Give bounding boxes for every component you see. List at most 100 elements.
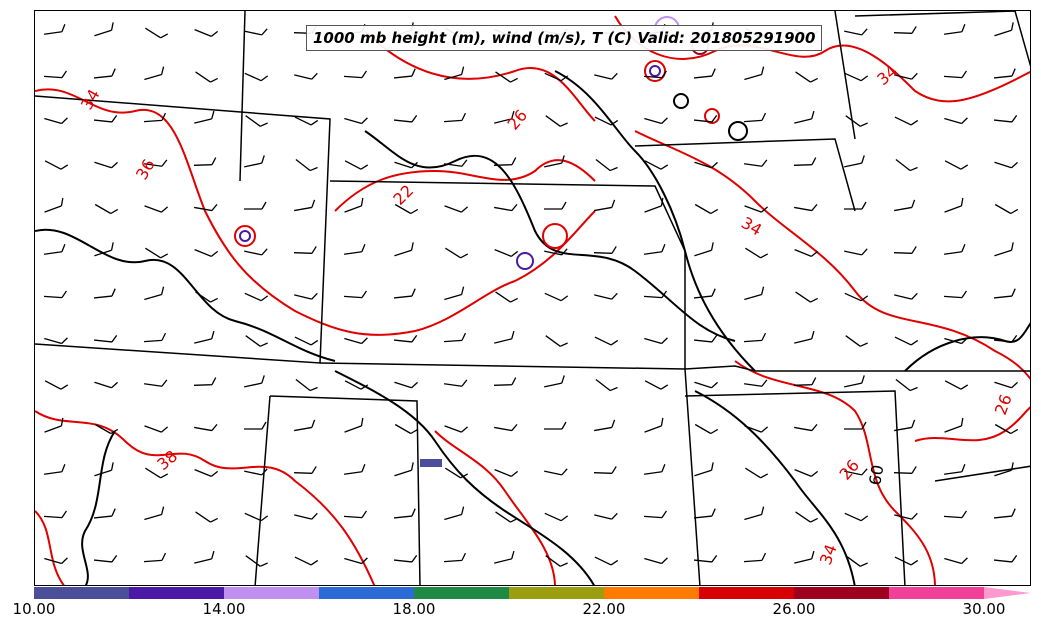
wind-barb: [44, 337, 68, 345]
wind-barb: [794, 469, 819, 477]
wind-barb: [943, 510, 967, 519]
wind-barb: [194, 29, 219, 37]
height-contour: [364, 130, 736, 342]
state-border: [834, 11, 856, 140]
wind-barb: [693, 68, 716, 79]
wind-barb: [193, 377, 217, 386]
wind-barb: [143, 332, 167, 343]
storm-cell: [239, 230, 251, 242]
wind-barb: [895, 158, 918, 172]
height-contour: [904, 322, 1030, 372]
temp-contour: [35, 510, 65, 585]
wind-barb: [894, 336, 919, 346]
wind-barb: [443, 552, 467, 563]
wind-barb: [893, 26, 917, 34]
state-border: [634, 138, 856, 212]
wind-barb: [844, 28, 868, 36]
colorbar-bin: [699, 587, 795, 599]
temp-contour: [734, 360, 936, 585]
wind-barb: [744, 205, 769, 213]
wind-barb: [794, 249, 819, 257]
wind-barb: [743, 552, 767, 563]
wind-barb: [944, 197, 964, 213]
wind-barb: [143, 379, 168, 387]
wind-barb: [844, 201, 867, 210]
wind-barb: [495, 71, 518, 83]
wind-barb: [744, 286, 765, 301]
storm-cell: [542, 223, 568, 249]
wind-barb: [194, 330, 215, 344]
wind-barb: [244, 375, 265, 388]
wind-barb: [944, 417, 964, 433]
storm-cell: [673, 93, 689, 109]
wind-barb: [393, 115, 418, 123]
wind-barb: [743, 379, 768, 387]
colorbar-bin: [509, 587, 605, 599]
wind-barb: [43, 464, 66, 475]
wind-barb: [343, 70, 367, 79]
wind-barb: [743, 159, 768, 167]
wind-barb: [195, 71, 218, 83]
wind-barb: [344, 160, 369, 170]
wind-barb: [444, 205, 469, 213]
wind-barb: [693, 288, 716, 299]
wind-barb: [894, 292, 918, 300]
wind-barb: [143, 159, 168, 167]
wind-barb: [295, 378, 318, 392]
wind-barb: [194, 423, 218, 432]
wind-barb: [294, 419, 316, 432]
wind-barb: [844, 468, 868, 476]
wind-barb: [744, 66, 765, 81]
wind-barb: [394, 242, 414, 257]
map-panel: 34 36 26 22 34 38 26 34 34 26 60 1000 mb…: [34, 10, 1031, 586]
wind-barb: [894, 419, 916, 432]
colorbar-extend-arrow: [984, 587, 1031, 599]
colorbar: [34, 587, 1031, 599]
wind-barb: [193, 157, 217, 166]
temp-label: 22: [389, 181, 417, 209]
wind-barb: [294, 512, 318, 520]
wind-barb: [794, 330, 815, 344]
map-canvas: 34 36 26 22 34 38 26 34 34 26 60: [35, 11, 1030, 585]
temp-contour: [35, 410, 376, 585]
height-label: 60: [865, 463, 887, 486]
wind-barb: [544, 375, 565, 388]
wind-barb: [693, 335, 718, 343]
wind-barb: [244, 292, 269, 302]
wind-barb: [495, 511, 518, 523]
height-contour: [694, 390, 856, 585]
wind-barb: [894, 199, 916, 212]
wind-barb: [844, 72, 869, 82]
wind-barb: [144, 425, 169, 433]
wind-barb: [644, 337, 668, 345]
wind-barb: [444, 506, 465, 521]
colorbar-tick: 14.00: [202, 600, 246, 618]
temp-label: 34: [738, 213, 765, 240]
storm-cell: [649, 65, 661, 77]
wind-barb: [544, 292, 569, 302]
wind-barb: [43, 70, 67, 79]
state-border: [269, 395, 421, 585]
wind-barb: [194, 550, 215, 564]
wind-barb: [694, 203, 719, 215]
wind-barb: [493, 157, 517, 166]
wind-barb: [694, 381, 718, 389]
wind-barb: [594, 556, 619, 566]
wind-barb: [43, 510, 67, 519]
wind-barb: [895, 378, 918, 392]
wind-barb: [244, 248, 268, 256]
wind-barb: [594, 336, 619, 346]
wind-barb: [794, 423, 818, 432]
wind-barb: [343, 244, 366, 255]
wind-barb: [594, 419, 616, 432]
state-border: [684, 390, 906, 585]
wind-barb: [894, 116, 919, 126]
temp-label: 26: [836, 456, 864, 484]
wind-barb: [145, 27, 169, 39]
precip-cells: [234, 16, 748, 467]
wind-barb: [244, 468, 268, 476]
wind-barb: [944, 557, 968, 565]
wind-barb: [643, 290, 667, 299]
wind-barb: [944, 117, 968, 125]
wind-barb: [845, 555, 868, 567]
